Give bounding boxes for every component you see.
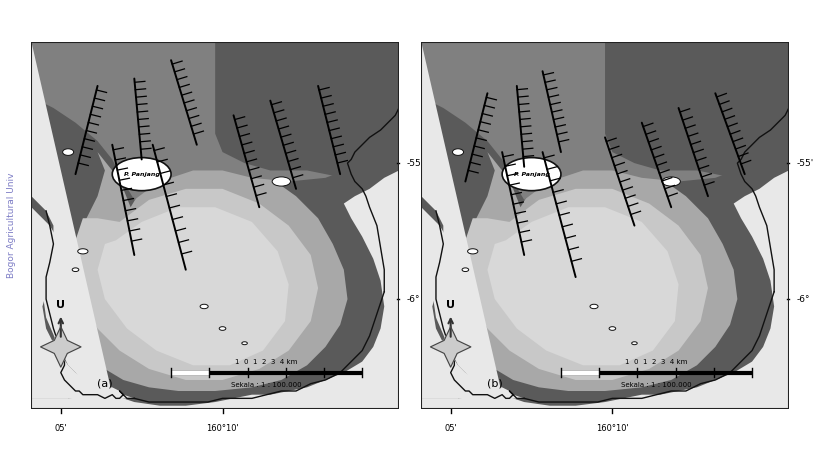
Polygon shape <box>50 97 348 391</box>
Ellipse shape <box>462 268 468 272</box>
Polygon shape <box>421 42 517 409</box>
Ellipse shape <box>453 149 463 156</box>
Polygon shape <box>439 97 738 391</box>
Ellipse shape <box>219 327 225 330</box>
Polygon shape <box>31 42 399 200</box>
Ellipse shape <box>72 268 78 272</box>
Polygon shape <box>40 327 81 367</box>
Text: -55': -55' <box>406 158 424 168</box>
Text: Sekala : 1 : 100.000: Sekala : 1 : 100.000 <box>231 382 302 388</box>
Polygon shape <box>487 207 679 365</box>
Polygon shape <box>465 189 708 380</box>
Polygon shape <box>31 171 399 409</box>
Ellipse shape <box>590 304 598 309</box>
Text: 1  0  1  2  3  4 km: 1 0 1 2 3 4 km <box>235 359 298 365</box>
Text: (b): (b) <box>487 379 503 389</box>
Polygon shape <box>430 327 471 367</box>
Polygon shape <box>421 42 525 409</box>
Text: 1  0  1  2  3  4 km: 1 0 1 2 3 4 km <box>625 359 688 365</box>
Polygon shape <box>31 42 135 409</box>
Text: -6°: -6° <box>796 295 809 304</box>
Text: 05': 05' <box>55 424 67 433</box>
Ellipse shape <box>468 249 478 254</box>
Text: (a): (a) <box>97 379 112 389</box>
Ellipse shape <box>609 327 615 330</box>
Text: Sekala : 1 : 100.000: Sekala : 1 : 100.000 <box>621 382 692 388</box>
Polygon shape <box>97 207 289 365</box>
Ellipse shape <box>272 177 291 186</box>
Ellipse shape <box>502 157 561 191</box>
Text: P. Panjang: P. Panjang <box>514 172 549 177</box>
Polygon shape <box>31 42 127 409</box>
Text: 160°10': 160°10' <box>206 424 239 433</box>
Ellipse shape <box>242 342 247 345</box>
Ellipse shape <box>78 249 88 254</box>
Ellipse shape <box>632 342 637 345</box>
Polygon shape <box>605 42 789 207</box>
Polygon shape <box>75 189 318 380</box>
Ellipse shape <box>112 157 171 191</box>
Polygon shape <box>421 42 789 409</box>
Ellipse shape <box>662 177 681 186</box>
Text: U: U <box>446 300 455 310</box>
Ellipse shape <box>200 304 208 309</box>
Polygon shape <box>421 171 789 409</box>
Text: P. Panjang: P. Panjang <box>124 172 159 177</box>
Text: 160°10': 160°10' <box>596 424 629 433</box>
Text: 05': 05' <box>444 424 457 433</box>
Text: Bogor Agricultural Univ: Bogor Agricultural Univ <box>7 173 16 278</box>
Text: -55': -55' <box>796 158 814 168</box>
Text: U: U <box>56 300 65 310</box>
Text: -6°: -6° <box>406 295 420 304</box>
Polygon shape <box>215 42 399 207</box>
Polygon shape <box>31 42 399 409</box>
Polygon shape <box>421 42 789 200</box>
Ellipse shape <box>63 149 74 156</box>
